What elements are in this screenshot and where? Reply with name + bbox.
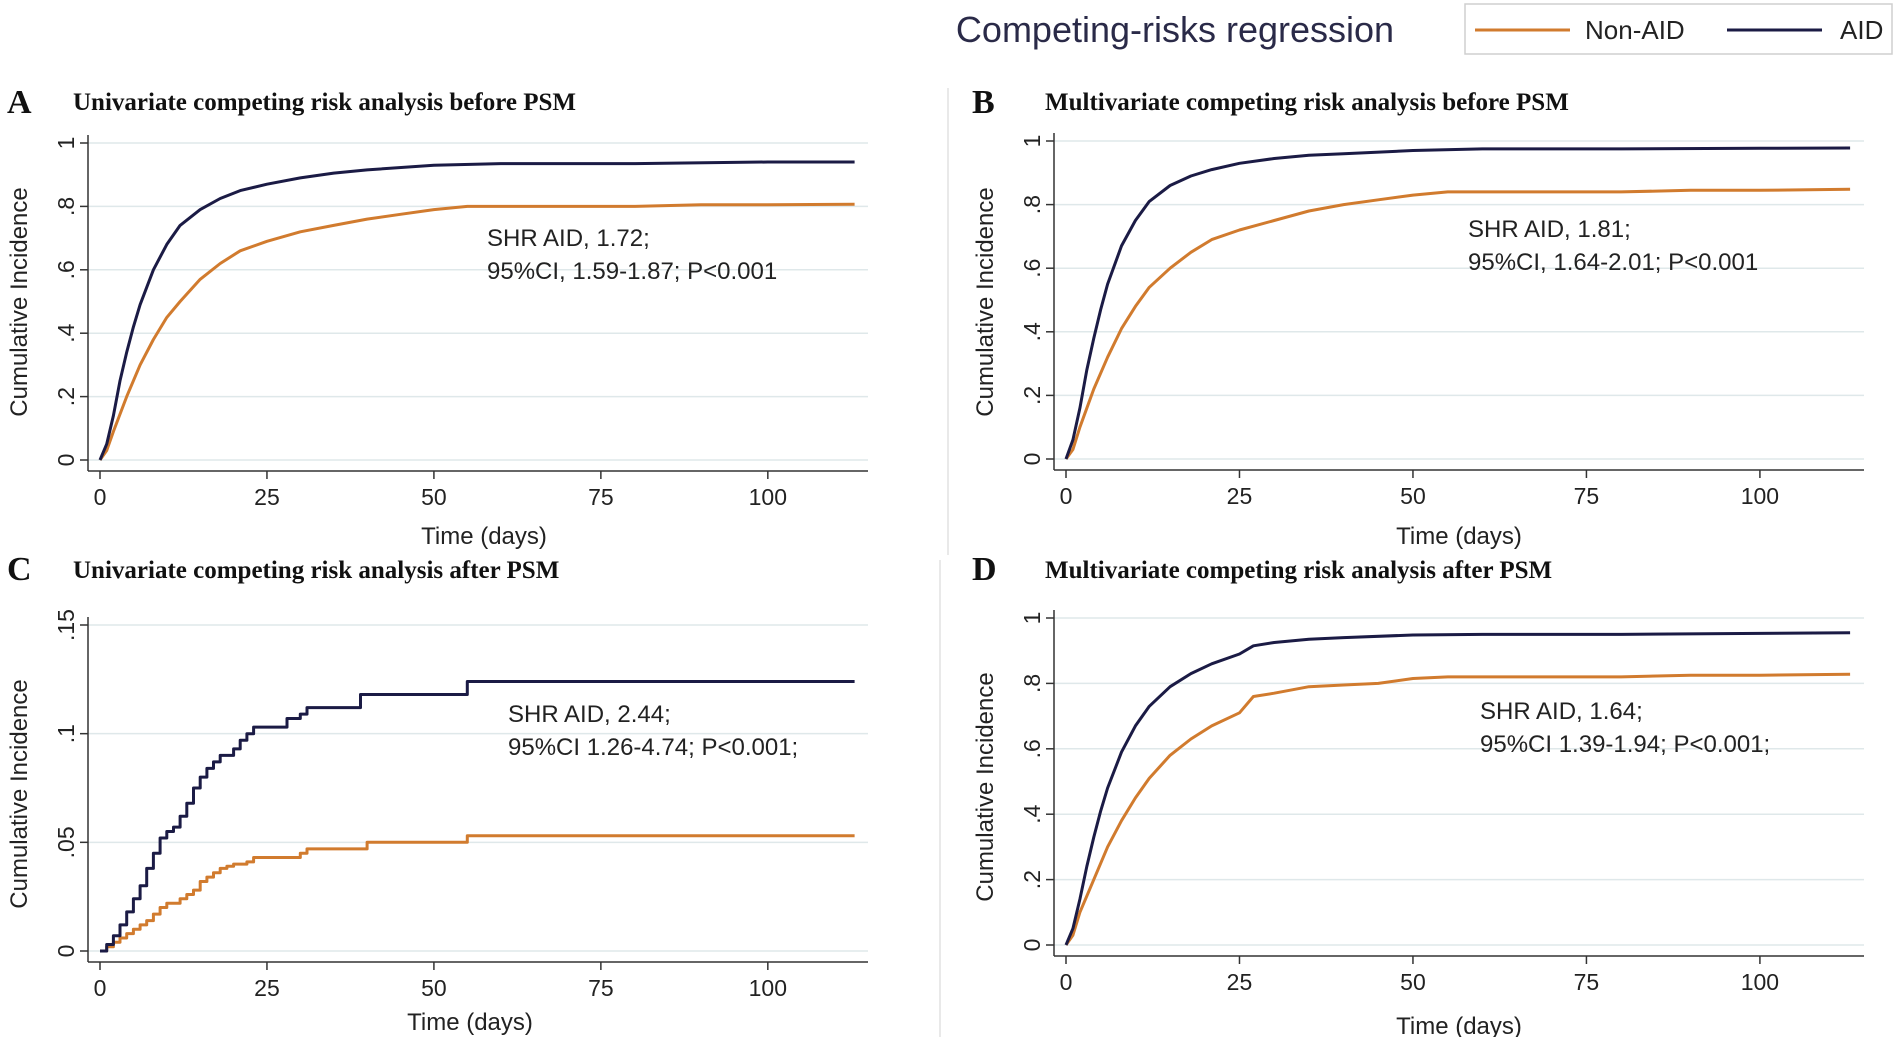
y-tick-label: .4 xyxy=(1019,804,1045,823)
x-tick-label: 100 xyxy=(749,975,787,1001)
panel-title-a: Univariate competing risk analysis befor… xyxy=(73,89,576,116)
panel-title-c: Univariate competing risk analysis after… xyxy=(73,557,559,584)
stats-annotation-line: 95%CI 1.26-4.74; P<0.001; xyxy=(508,734,798,761)
stats-annotation-line: 95%CI 1.39-1.94; P<0.001; xyxy=(1480,731,1770,758)
y-tick-label: 0 xyxy=(53,454,79,467)
x-tick-label: 50 xyxy=(421,484,447,510)
x-tick-label: 0 xyxy=(1060,483,1073,509)
chart-panel-c: 0 .05 .1 .15 0 25 50 75 100 Time (days) Cumulative… xyxy=(6,609,868,1036)
series-line-non-aid xyxy=(98,202,855,461)
stats-annotation-line: SHR AID, 2.44; xyxy=(508,701,671,728)
y-tick-label: .15 xyxy=(53,609,79,641)
x-tick-label: 100 xyxy=(1741,969,1779,995)
chart-panel-a: 0 .2 .4 .6 .8 1 0 25 50 75 100 Time (days) Cumulativ… xyxy=(6,135,868,550)
series-line-non-aid xyxy=(100,834,855,953)
y-tick-label: 1 xyxy=(1019,135,1045,148)
x-tick-label: 75 xyxy=(588,975,614,1001)
y-tick-label: 1 xyxy=(53,137,79,150)
y-axis-title: Cumulative Incidence xyxy=(6,679,33,908)
series-line-aid xyxy=(1064,631,1851,946)
x-axis-title: Time (days) xyxy=(421,523,547,550)
y-tick-label: 0 xyxy=(1019,939,1045,952)
series-line-non-aid xyxy=(1064,187,1851,460)
x-tick-label: 50 xyxy=(421,975,447,1001)
panel-title-b: Multivariate competing risk analysis bef… xyxy=(1045,89,1569,116)
y-tick-label: .1 xyxy=(53,724,79,743)
stats-annotation-line: SHR AID, 1.81; xyxy=(1468,216,1631,243)
panel-letter-b: B xyxy=(972,84,995,121)
series-line-non-aid xyxy=(1064,672,1851,946)
x-tick-label: 75 xyxy=(588,484,614,510)
chart-panel-d: 0 .2 .4 .6 .8 1 0 25 50 75 100 Time (days) Cumulativ… xyxy=(972,610,1864,1037)
y-tick-label: 0 xyxy=(1019,453,1045,466)
chart-panel-b: 0 .2 .4 .6 .8 1 0 25 50 75 100 Time (days) Cumulativ… xyxy=(972,133,1864,550)
y-axis-title: Cumulative Incidence xyxy=(972,187,999,416)
x-tick-label: 25 xyxy=(1227,969,1253,995)
series-line-aid xyxy=(100,680,855,953)
y-tick-label: .8 xyxy=(53,197,79,216)
x-axis-title: Time (days) xyxy=(407,1009,533,1036)
y-tick-label: .6 xyxy=(53,260,79,279)
y-tick-label: .6 xyxy=(1019,739,1045,758)
x-tick-label: 50 xyxy=(1400,969,1426,995)
y-tick-label: .2 xyxy=(53,387,79,406)
x-tick-label: 75 xyxy=(1574,969,1600,995)
y-tick-label: .8 xyxy=(1019,674,1045,693)
y-tick-label: 1 xyxy=(1019,612,1045,625)
panel-letter-c: C xyxy=(7,551,32,588)
x-tick-label: 0 xyxy=(1060,969,1073,995)
panel-letter-d: D xyxy=(972,551,997,588)
stats-annotation-line: SHR AID, 1.64; xyxy=(1480,698,1643,725)
x-tick-label: 25 xyxy=(1227,483,1253,509)
y-axis-title: Cumulative Incidence xyxy=(6,187,33,416)
stats-annotation-line: SHR AID, 1.72; xyxy=(487,225,650,252)
x-axis-title: Time (days) xyxy=(1396,523,1522,550)
x-tick-label: 25 xyxy=(254,975,280,1001)
y-axis-title: Cumulative Incidence xyxy=(972,672,999,901)
y-tick-label: .4 xyxy=(1019,322,1045,341)
legend-label-non-aid: Non-AID xyxy=(1585,15,1685,45)
y-tick-label: .2 xyxy=(1019,386,1045,405)
x-axis-title: Time (days) xyxy=(1396,1013,1522,1037)
stats-annotation-line: 95%CI, 1.64-2.01; P<0.001 xyxy=(1468,249,1758,276)
y-tick-label: .05 xyxy=(53,826,79,858)
y-tick-label: .8 xyxy=(1019,195,1045,214)
x-tick-label: 0 xyxy=(94,484,107,510)
x-tick-label: 25 xyxy=(254,484,280,510)
y-tick-label: .4 xyxy=(53,323,79,342)
figure-title: Competing-risks regression xyxy=(956,9,1394,50)
panel-title-d: Multivariate competing risk analysis aft… xyxy=(1045,557,1552,584)
y-tick-label: .6 xyxy=(1019,259,1045,278)
x-tick-label: 50 xyxy=(1400,483,1426,509)
x-tick-label: 0 xyxy=(94,975,107,1001)
legend-label-aid: AID xyxy=(1840,15,1883,45)
series-line-aid xyxy=(1064,146,1851,460)
stats-annotation-line: 95%CI, 1.59-1.87; P<0.001 xyxy=(487,258,777,285)
legend: Non-AID AID xyxy=(1464,3,1893,55)
y-tick-label: .2 xyxy=(1019,870,1045,889)
panel-letter-a: A xyxy=(7,84,32,121)
x-tick-label: 100 xyxy=(749,484,787,510)
series-line-aid xyxy=(98,160,855,461)
x-tick-label: 75 xyxy=(1574,483,1600,509)
x-tick-label: 100 xyxy=(1741,483,1779,509)
y-tick-label: 0 xyxy=(53,945,79,958)
